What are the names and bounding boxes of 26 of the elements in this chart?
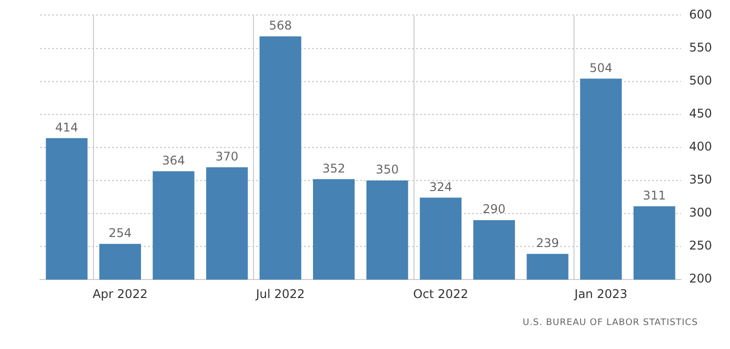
x-tick-label: Jan 2023 — [574, 286, 628, 301]
y-tick-label: 350 — [689, 172, 712, 187]
data-label: 414 — [55, 120, 78, 134]
data-label: 290 — [482, 202, 506, 216]
y-tick-label: 500 — [689, 73, 712, 88]
text: U.S. BUREAU OF LABOR STATISTICS — [522, 318, 698, 328]
data-label: 254 — [108, 226, 132, 240]
x-tick-label: Oct 2022 — [413, 286, 468, 301]
y-tick-label: 600 — [689, 7, 712, 22]
data-label: 370 — [216, 149, 238, 164]
y-tick-label: 300 — [689, 206, 712, 220]
y-tick-label: 400 — [689, 140, 712, 154]
data-label: 568 — [268, 18, 292, 32]
data-label: 504 — [590, 60, 612, 75]
data-label: 324 — [429, 180, 452, 194]
data-label: 239 — [536, 236, 559, 250]
y-tick-label: 250 — [689, 238, 712, 253]
data-label: 364 — [162, 153, 186, 168]
data-label: 350 — [376, 162, 399, 177]
data-label: 311 — [642, 188, 666, 202]
x-tick-label: Apr 2022 — [92, 286, 148, 301]
y-tick-label: 200 — [689, 272, 712, 286]
data-label: 352 — [322, 161, 346, 176]
y-tick-label: 450 — [689, 106, 712, 120]
y-tick-label: 550 — [689, 40, 712, 54]
x-tick-label: Jul 2022 — [254, 286, 305, 301]
